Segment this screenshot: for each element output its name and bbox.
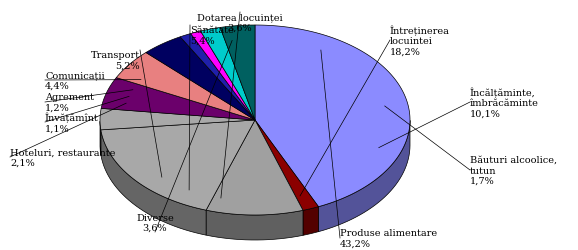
Polygon shape [191, 32, 255, 120]
Polygon shape [303, 207, 318, 236]
Polygon shape [206, 120, 303, 215]
Text: Diverse
3,6%: Diverse 3,6% [136, 213, 174, 232]
Polygon shape [101, 130, 206, 235]
Text: Transport
5,2%: Transport 5,2% [91, 51, 140, 70]
Polygon shape [255, 120, 318, 210]
Text: Încălțăminte,
îmbrăcăminte
10,1%: Încălțăminte, îmbrăcăminte 10,1% [470, 87, 539, 118]
Polygon shape [255, 26, 410, 207]
Polygon shape [318, 121, 410, 232]
Text: Sănătate
5,4%: Sănătate 5,4% [190, 26, 234, 45]
Polygon shape [180, 34, 255, 120]
Polygon shape [206, 210, 303, 240]
Text: Învățămînt
1,1%: Învățămînt 1,1% [45, 112, 99, 133]
Polygon shape [146, 38, 255, 120]
Polygon shape [220, 26, 255, 120]
Text: Agrement
1,2%: Agrement 1,2% [45, 93, 94, 112]
Text: Comunicații
4,4%: Comunicații 4,4% [45, 71, 105, 90]
Polygon shape [100, 109, 255, 130]
Text: Întreținerea
locuintei
18,2%: Întreținerea locuintei 18,2% [390, 25, 450, 56]
Polygon shape [100, 122, 101, 155]
Polygon shape [201, 28, 255, 120]
Polygon shape [101, 120, 255, 210]
Polygon shape [116, 53, 255, 120]
Text: Dotarea locuinței
3,6%: Dotarea locuinței 3,6% [197, 13, 283, 32]
Text: Băuturi alcoolice,
tutun
1,7%: Băuturi alcoolice, tutun 1,7% [470, 156, 557, 185]
Polygon shape [101, 78, 255, 120]
Text: Produse alimentare
43,2%: Produse alimentare 43,2% [340, 228, 437, 248]
Text: Hoteluri, restaurante
2,1%: Hoteluri, restaurante 2,1% [10, 148, 116, 167]
